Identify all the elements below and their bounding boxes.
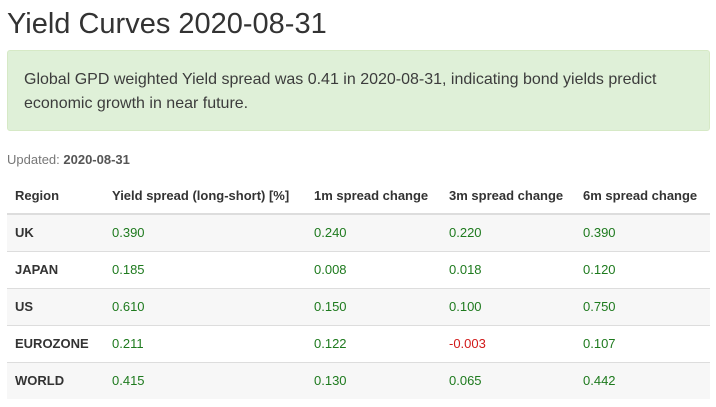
header-region: Region bbox=[7, 178, 104, 215]
cell-6m-change: 0.120 bbox=[575, 250, 710, 288]
header-3m-change: 3m spread change bbox=[441, 178, 575, 215]
cell-region: US bbox=[7, 287, 104, 325]
cell-3m-change: -0.003 bbox=[441, 324, 575, 362]
cell-spread: 0.185 bbox=[104, 250, 306, 288]
cell-1m-change: 0.150 bbox=[306, 287, 441, 325]
cell-6m-change: 0.390 bbox=[575, 213, 710, 251]
cell-region: WORLD bbox=[7, 361, 104, 399]
page-title: Yield Curves 2020-08-31 bbox=[7, 8, 327, 40]
updated-date: 2020-08-31 bbox=[63, 152, 130, 167]
table-row: WORLD 0.415 0.130 0.065 0.442 bbox=[7, 361, 710, 399]
cell-region: EUROZONE bbox=[7, 324, 104, 362]
cell-spread: 0.211 bbox=[104, 324, 306, 362]
cell-region: UK bbox=[7, 213, 104, 251]
cell-3m-change: 0.065 bbox=[441, 361, 575, 399]
cell-3m-change: 0.220 bbox=[441, 213, 575, 251]
cell-6m-change: 0.750 bbox=[575, 287, 710, 325]
updated-label: Updated: bbox=[7, 152, 60, 167]
cell-spread: 0.610 bbox=[104, 287, 306, 325]
summary-alert: Global GPD weighted Yield spread was 0.4… bbox=[7, 50, 710, 131]
table-row: US 0.610 0.150 0.100 0.750 bbox=[7, 287, 710, 325]
table-row: UK 0.390 0.240 0.220 0.390 bbox=[7, 213, 710, 251]
cell-3m-change: 0.100 bbox=[441, 287, 575, 325]
updated-line: Updated: 2020-08-31 bbox=[7, 151, 130, 169]
table-header-row: Region Yield spread (long-short) [%] 1m … bbox=[7, 178, 710, 215]
header-yield-spread: Yield spread (long-short) [%] bbox=[104, 178, 306, 215]
cell-6m-change: 0.442 bbox=[575, 361, 710, 399]
cell-spread: 0.390 bbox=[104, 213, 306, 251]
cell-6m-change: 0.107 bbox=[575, 324, 710, 362]
yield-spread-table: Region Yield spread (long-short) [%] 1m … bbox=[7, 178, 710, 399]
cell-spread: 0.415 bbox=[104, 361, 306, 399]
cell-3m-change: 0.018 bbox=[441, 250, 575, 288]
cell-1m-change: 0.240 bbox=[306, 213, 441, 251]
cell-region: JAPAN bbox=[7, 250, 104, 288]
cell-1m-change: 0.122 bbox=[306, 324, 441, 362]
cell-1m-change: 0.008 bbox=[306, 250, 441, 288]
header-6m-change: 6m spread change bbox=[575, 178, 710, 215]
cell-1m-change: 0.130 bbox=[306, 361, 441, 399]
header-1m-change: 1m spread change bbox=[306, 178, 441, 215]
table-row: JAPAN 0.185 0.008 0.018 0.120 bbox=[7, 250, 710, 288]
table-row: EUROZONE 0.211 0.122 -0.003 0.107 bbox=[7, 324, 710, 362]
